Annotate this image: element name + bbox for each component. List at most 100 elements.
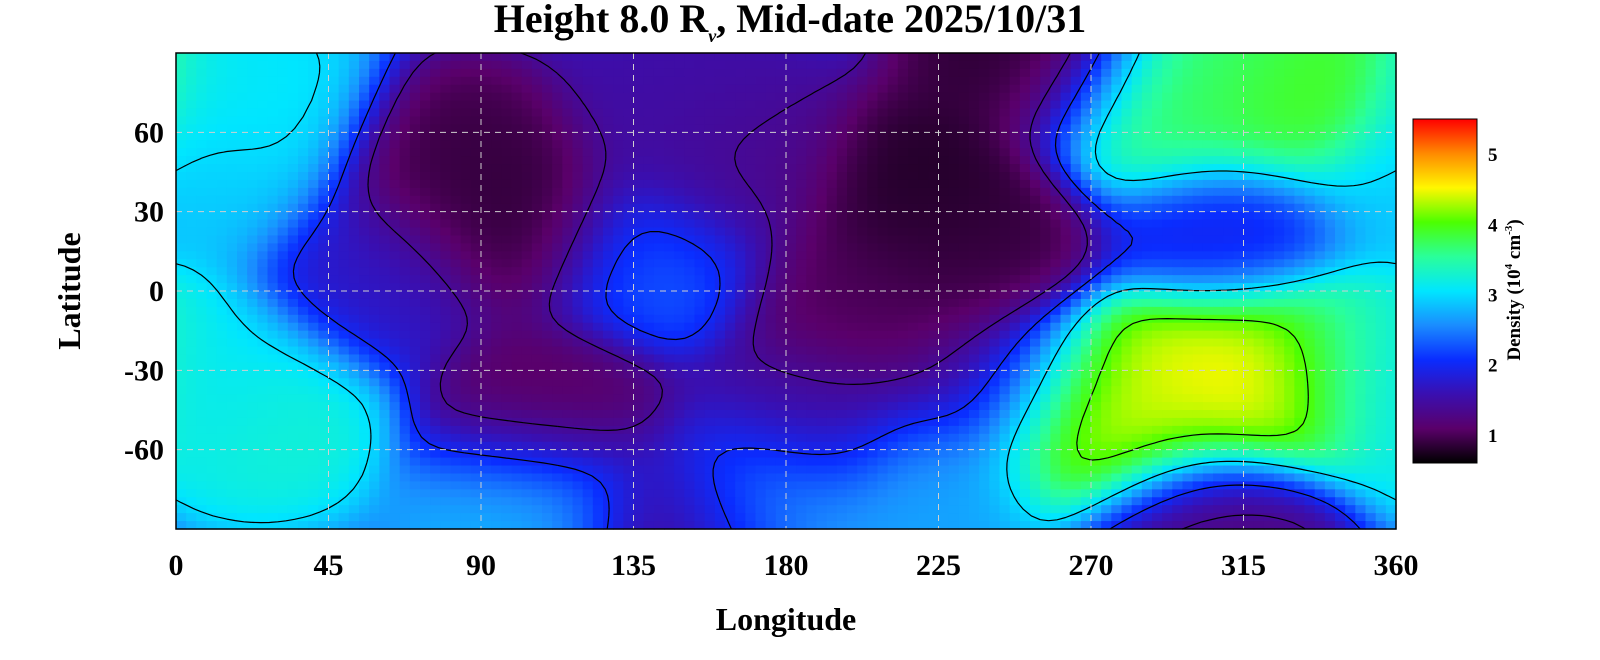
heatmap-cell <box>287 53 299 62</box>
heatmap-cell <box>1192 179 1204 189</box>
heatmap-cell <box>1375 116 1387 125</box>
heatmap-cell <box>857 298 868 308</box>
heatmap-cell <box>552 362 563 371</box>
heatmap-cell <box>704 108 716 118</box>
heatmap-cell <box>1121 362 1133 371</box>
heatmap-cell <box>1060 283 1072 292</box>
heatmap-cell <box>999 124 1011 133</box>
heatmap-cell <box>531 322 543 332</box>
heatmap-cell <box>450 370 462 379</box>
heatmap-cell <box>348 346 360 356</box>
heatmap-cell <box>369 322 380 332</box>
heatmap-cell <box>958 116 970 125</box>
heatmap-cell <box>877 362 889 371</box>
heatmap-cell <box>399 267 411 276</box>
heatmap-cell <box>908 378 919 387</box>
heatmap-cell <box>979 219 990 229</box>
heatmap-cell <box>237 179 248 189</box>
heatmap-cell <box>826 314 838 324</box>
heatmap-cell <box>755 314 767 324</box>
heatmap-cell <box>237 187 248 197</box>
heatmap-cell <box>267 132 279 141</box>
heatmap-cell <box>938 132 950 141</box>
heatmap-cell <box>1050 92 1062 102</box>
heatmap-cell <box>440 346 452 356</box>
heatmap-cell <box>186 291 197 300</box>
heatmap-cell <box>1141 124 1153 133</box>
heatmap-cell <box>1182 84 1194 94</box>
heatmap-cell <box>338 283 350 292</box>
heatmap-cell <box>1274 346 1285 356</box>
heatmap-cell <box>277 275 289 284</box>
heatmap-cell <box>531 346 543 356</box>
heatmap-cell <box>552 235 563 244</box>
heatmap-cell <box>1365 68 1377 78</box>
heatmap-cell <box>1365 370 1377 379</box>
heatmap-cell <box>958 291 970 300</box>
heatmap-cell <box>765 330 777 340</box>
heatmap-cell <box>359 179 370 189</box>
heatmap-cell <box>755 100 767 110</box>
heatmap-cell <box>684 179 696 189</box>
heatmap-cell <box>359 68 370 78</box>
heatmap-cell <box>582 140 594 149</box>
heatmap-cell <box>1070 172 1082 181</box>
heatmap-cell <box>308 322 319 332</box>
heatmap-cell <box>928 211 940 221</box>
heatmap-cell <box>735 346 746 356</box>
heatmap-cell <box>491 124 502 133</box>
heatmap-cell <box>613 179 624 189</box>
heatmap-cell <box>857 322 868 332</box>
heatmap-cell <box>247 179 258 189</box>
heatmap-cell <box>1233 306 1245 316</box>
heatmap-cell <box>257 76 269 86</box>
heatmap-cell <box>1030 164 1041 173</box>
heatmap-cell <box>1223 251 1234 260</box>
heatmap-cell <box>491 84 502 94</box>
heatmap-cell <box>1294 283 1306 292</box>
heatmap-cell <box>1365 76 1377 86</box>
heatmap-cell <box>409 76 421 86</box>
heatmap-cell <box>887 187 899 197</box>
heatmap-cell <box>1152 108 1163 118</box>
heatmap-cell <box>440 60 452 70</box>
heatmap-cell <box>755 243 767 252</box>
heatmap-cell <box>989 330 1001 340</box>
heatmap-cell <box>1152 283 1163 292</box>
heatmap-cell <box>186 100 197 110</box>
heatmap-cell <box>704 283 716 292</box>
heatmap-cell <box>1080 179 1092 189</box>
heatmap-cell <box>481 370 492 379</box>
heatmap-cell <box>887 219 899 229</box>
heatmap-cell <box>857 203 868 213</box>
heatmap-cell <box>481 259 492 268</box>
heatmap-cell <box>501 322 513 332</box>
heatmap-cell <box>176 259 187 268</box>
heatmap-cell <box>470 195 482 205</box>
heatmap-cell <box>1192 195 1204 205</box>
heatmap-cell <box>592 60 604 70</box>
heatmap-cell <box>877 53 889 62</box>
heatmap-cell <box>226 124 238 133</box>
heatmap-cell <box>1213 179 1224 189</box>
heatmap-cell <box>877 291 889 300</box>
heatmap-cell <box>542 378 553 387</box>
heatmap-cell <box>1050 346 1062 356</box>
heatmap-cell <box>206 132 218 141</box>
heatmap-cell <box>694 60 706 70</box>
heatmap-cell <box>582 298 594 308</box>
heatmap-cell <box>1294 251 1306 260</box>
heatmap-cell <box>511 362 523 371</box>
heatmap-cell <box>816 148 828 157</box>
heatmap-cell <box>267 179 279 189</box>
heatmap-cell <box>877 267 889 276</box>
heatmap-cell <box>765 291 777 300</box>
heatmap-cell <box>999 92 1011 102</box>
heatmap-cell <box>1375 195 1387 205</box>
heatmap-cell <box>470 251 482 260</box>
heatmap-cell <box>735 164 746 173</box>
heatmap-cell <box>958 172 970 181</box>
heatmap-cell <box>1030 211 1041 221</box>
heatmap-cell <box>1162 362 1173 371</box>
heatmap-cell <box>755 140 767 149</box>
